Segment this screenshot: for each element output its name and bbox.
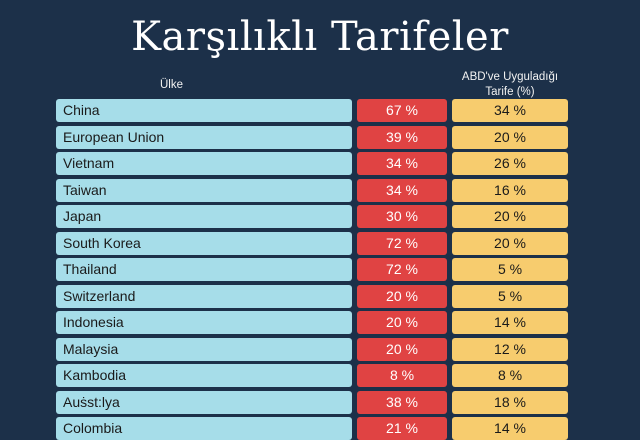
us-tariff-cell: 34 % bbox=[452, 99, 568, 122]
country-cell: South Korea bbox=[56, 231, 352, 255]
table-row: Malaysia 20 % 12 % bbox=[0, 337, 640, 361]
tariff-cell: 67 % bbox=[357, 99, 447, 122]
tariff-cell: 8 % bbox=[357, 364, 447, 387]
tariff-cell: 38 % bbox=[357, 390, 447, 414]
us-tariff-cell: 20 % bbox=[452, 231, 568, 255]
table-row: Switzerland 20 % 5 % bbox=[0, 284, 640, 308]
tariff-cell: 21 % bbox=[357, 417, 447, 440]
us-tariff-cell: 20 % bbox=[452, 125, 568, 149]
country-cell: Thailand bbox=[56, 258, 352, 281]
table-row: Auṡst:lya 38 % 18 % bbox=[0, 390, 640, 414]
table-row: European Union 39 % 20 % bbox=[0, 125, 640, 149]
table-row: Colombia 21 % 14 % bbox=[0, 417, 640, 440]
country-cell: Kambodia bbox=[56, 364, 352, 387]
country-cell: Taiwan bbox=[56, 178, 352, 202]
country-cell: Vietnam bbox=[56, 152, 352, 175]
tariff-cell: 20 % bbox=[357, 337, 447, 361]
column-header-us-tariff-line2: Tarife (%) bbox=[485, 86, 535, 98]
column-header-us-tariff: ABD've Uyguladığı Tarife (%) bbox=[452, 70, 568, 100]
table-row: Japan 30 % 20 % bbox=[0, 205, 640, 228]
table-row: South Korea 72 % 20 % bbox=[0, 231, 640, 255]
us-tariff-cell: 14 % bbox=[452, 417, 568, 440]
tariff-cell: 72 % bbox=[357, 258, 447, 281]
tariff-cell: 34 % bbox=[357, 152, 447, 175]
us-tariff-cell: 14 % bbox=[452, 311, 568, 334]
country-cell: Colombia bbox=[56, 417, 352, 440]
us-tariff-cell: 5 % bbox=[452, 284, 568, 308]
table-row: Kambodia 8 % 8 % bbox=[0, 364, 640, 387]
tariff-cell: 20 % bbox=[357, 284, 447, 308]
table-row: Vietnam 34 % 26 % bbox=[0, 152, 640, 175]
table-row: Indonesia 20 % 14 % bbox=[0, 311, 640, 334]
country-cell: European Union bbox=[56, 125, 352, 149]
column-header-us-tariff-line1: ABD've Uyguladığı bbox=[461, 71, 559, 83]
us-tariff-cell: 5 % bbox=[452, 258, 568, 281]
country-cell: Malaysia bbox=[56, 337, 352, 361]
tariff-cell: 72 % bbox=[357, 231, 447, 255]
chart-title: Karşılıklı Tarifeler bbox=[131, 14, 509, 60]
tariff-cell: 34 % bbox=[357, 178, 447, 202]
us-tariff-cell: 18 % bbox=[452, 390, 568, 414]
country-cell: Indonesia bbox=[56, 311, 352, 334]
us-tariff-cell: 12 % bbox=[452, 337, 568, 361]
table-row: China 67 % 34 % bbox=[0, 99, 640, 122]
tariff-cell: 20 % bbox=[357, 311, 447, 334]
column-header-country: Ülke bbox=[160, 79, 184, 91]
country-cell: China bbox=[56, 99, 352, 122]
country-cell: Japan bbox=[56, 205, 352, 228]
country-cell: Auṡst:lya bbox=[56, 390, 352, 414]
tariff-cell: 30 % bbox=[357, 205, 447, 228]
tariff-cell: 39 % bbox=[357, 125, 447, 149]
us-tariff-cell: 16 % bbox=[452, 178, 568, 202]
us-tariff-cell: 26 % bbox=[452, 152, 568, 175]
country-cell: Switzerland bbox=[56, 284, 352, 308]
table-row: Taiwan 34 % 16 % bbox=[0, 178, 640, 202]
us-tariff-cell: 20 % bbox=[452, 205, 568, 228]
table-row: Thailand 72 % 5 % bbox=[0, 258, 640, 281]
us-tariff-cell: 8 % bbox=[452, 364, 568, 387]
